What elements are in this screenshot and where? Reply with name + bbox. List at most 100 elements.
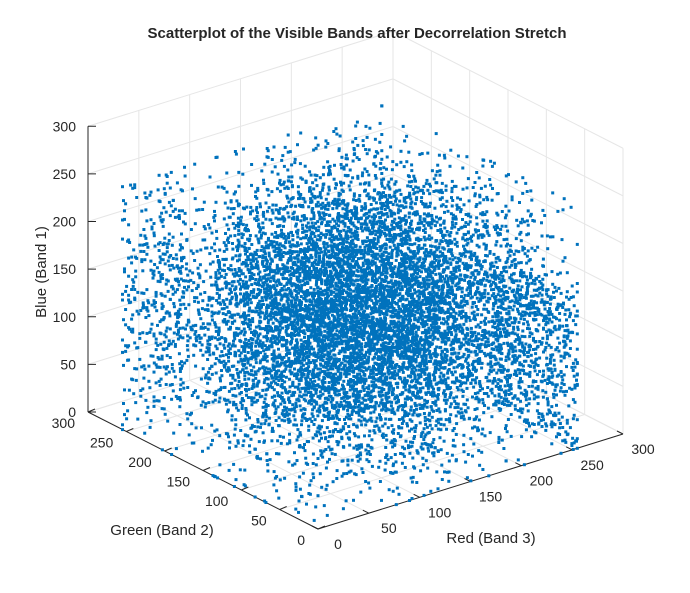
data-point — [410, 497, 414, 500]
data-point — [522, 348, 526, 352]
data-point — [450, 380, 454, 384]
data-point — [413, 202, 417, 206]
data-point — [372, 240, 376, 244]
data-point — [491, 187, 494, 190]
data-point — [380, 202, 384, 206]
data-point — [356, 459, 360, 463]
data-point — [459, 407, 463, 411]
data-point — [492, 377, 496, 380]
data-point — [305, 502, 308, 506]
data-point — [377, 366, 381, 370]
data-point — [193, 296, 197, 300]
data-point — [278, 434, 282, 438]
data-point — [286, 266, 290, 270]
data-point — [447, 248, 451, 252]
data-point — [173, 343, 177, 346]
data-point — [421, 325, 425, 329]
data-point — [272, 379, 276, 383]
data-point — [240, 244, 244, 248]
data-point — [196, 283, 200, 287]
data-point — [453, 370, 457, 374]
data-point — [348, 168, 352, 172]
data-point — [355, 260, 359, 263]
data-point — [380, 172, 384, 175]
data-point — [255, 196, 259, 200]
data-point — [290, 327, 294, 330]
data-point — [320, 188, 324, 192]
data-point — [490, 331, 494, 335]
data-point — [389, 319, 393, 323]
data-point — [458, 323, 462, 327]
data-point — [198, 274, 202, 278]
data-point — [205, 246, 209, 250]
data-point — [272, 240, 276, 244]
data-point — [264, 292, 268, 295]
data-point — [414, 330, 418, 334]
data-point — [435, 470, 439, 474]
data-point — [486, 362, 490, 366]
data-point — [284, 251, 288, 255]
data-point — [379, 230, 383, 234]
data-point — [499, 244, 503, 248]
data-point — [274, 271, 278, 275]
data-point — [290, 284, 294, 288]
data-point — [268, 371, 272, 375]
data-point — [361, 242, 365, 246]
data-point — [388, 381, 392, 385]
data-point — [183, 285, 186, 289]
data-point — [454, 414, 458, 418]
data-point — [517, 342, 521, 346]
data-point — [377, 377, 381, 381]
data-point — [352, 148, 356, 152]
data-point — [313, 294, 316, 297]
data-point — [401, 324, 404, 328]
data-point — [241, 172, 245, 176]
data-point — [454, 402, 458, 406]
data-point — [271, 334, 275, 338]
data-point — [281, 154, 285, 158]
data-point — [201, 299, 205, 303]
data-point — [452, 310, 456, 314]
data-point — [298, 394, 302, 398]
data-point — [395, 343, 399, 347]
data-point — [223, 276, 227, 280]
data-point — [430, 415, 434, 419]
data-point — [273, 269, 277, 273]
data-point — [486, 394, 490, 398]
data-point — [339, 400, 343, 404]
data-point — [385, 335, 389, 339]
y-tick-label: 300 — [52, 415, 76, 431]
data-point — [222, 343, 226, 347]
data-point — [394, 345, 398, 349]
data-point — [159, 274, 163, 278]
data-point — [367, 384, 371, 388]
data-point — [346, 343, 350, 347]
data-point — [293, 157, 297, 161]
data-point — [434, 272, 438, 276]
data-point — [348, 388, 352, 392]
data-point — [442, 153, 446, 157]
data-point — [464, 233, 467, 236]
data-point — [305, 242, 309, 246]
data-point — [264, 240, 268, 244]
data-point — [410, 229, 413, 233]
data-point — [473, 277, 477, 281]
data-point — [467, 212, 471, 216]
data-point — [326, 274, 330, 278]
data-point — [296, 387, 300, 391]
data-point — [422, 261, 425, 265]
data-point — [326, 142, 330, 145]
data-point — [506, 242, 509, 246]
data-point — [414, 404, 418, 408]
data-point — [466, 286, 470, 290]
y-tick-label: 100 — [205, 493, 229, 509]
data-point — [314, 391, 318, 395]
data-point — [439, 223, 442, 227]
data-point — [302, 344, 305, 348]
data-point — [452, 269, 456, 272]
data-point — [166, 289, 170, 293]
data-point — [439, 448, 443, 452]
data-point — [348, 369, 352, 372]
data-point — [435, 353, 439, 357]
data-point — [239, 215, 243, 219]
